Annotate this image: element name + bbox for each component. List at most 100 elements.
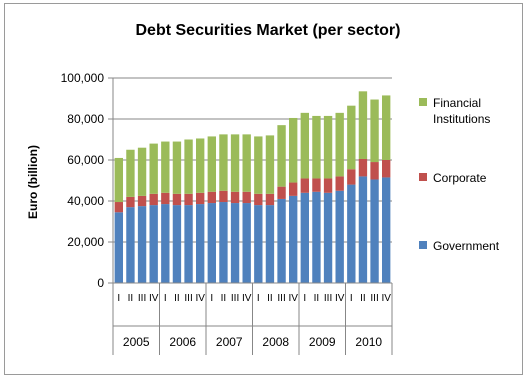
quarter-label: III xyxy=(370,293,378,304)
bar-financial-institutions xyxy=(137,147,147,196)
bar-financial-institutions xyxy=(358,91,368,159)
chart-frame xyxy=(4,3,523,375)
bar-financial-institutions xyxy=(219,134,228,191)
chart-title: Debt Securities Market (per sector) xyxy=(136,22,401,39)
year-label: 2007 xyxy=(216,335,243,349)
bar-government xyxy=(114,212,123,283)
bar-financial-institutions xyxy=(196,138,205,193)
bar-financial-institutions xyxy=(207,136,216,192)
bar-government xyxy=(358,176,368,283)
bar-financial-institutions xyxy=(242,134,251,192)
bar-government xyxy=(382,177,391,283)
bar-government xyxy=(347,184,356,283)
quarter-label: I xyxy=(303,293,306,304)
bar-corporate xyxy=(312,178,321,192)
quarter-label: I xyxy=(164,293,167,304)
bar-government xyxy=(323,192,333,283)
bar-government xyxy=(289,195,298,283)
bar-corporate xyxy=(137,195,147,207)
bar-corporate xyxy=(347,169,356,185)
legend-label-government: Government xyxy=(433,239,500,253)
bar-corporate xyxy=(289,182,298,196)
bar-financial-institutions xyxy=(230,134,240,192)
y-axis-label: Euro (billion) xyxy=(26,145,40,219)
bar-corporate xyxy=(265,193,275,206)
legend-swatch-corporate xyxy=(419,173,427,181)
bar-corporate xyxy=(277,186,286,199)
year-label: 2006 xyxy=(169,335,196,349)
legend-label-corporate: Corporate xyxy=(433,171,487,185)
bar-government xyxy=(126,207,135,283)
bar-corporate xyxy=(196,192,205,205)
bar-financial-institutions xyxy=(335,112,344,177)
bar-government xyxy=(149,205,158,283)
bar-corporate xyxy=(370,162,379,180)
bar-corporate xyxy=(219,190,228,203)
bar-financial-institutions xyxy=(161,141,170,193)
bar-government xyxy=(370,179,379,283)
quarter-label: I xyxy=(117,293,120,304)
quarter-label: II xyxy=(174,293,180,304)
bar-corporate xyxy=(358,158,368,177)
bar-financial-institutions xyxy=(347,105,356,170)
quarter-label: I xyxy=(350,293,353,304)
bar-financial-institutions xyxy=(126,149,135,197)
bar-government xyxy=(207,203,216,283)
bar-corporate xyxy=(114,202,123,213)
bar-financial-institutions xyxy=(265,135,275,194)
y-tick-label: 60,000 xyxy=(67,153,104,167)
quarter-label: III xyxy=(324,293,332,304)
quarter-label: IV xyxy=(288,293,298,304)
bar-corporate xyxy=(207,191,216,204)
quarter-label: III xyxy=(138,293,146,304)
gridlines xyxy=(113,77,392,243)
legend-swatch-financial-institutions xyxy=(419,98,427,106)
bars xyxy=(114,91,391,283)
quarter-label: I xyxy=(210,293,213,304)
y-tick-label: 0 xyxy=(97,276,104,290)
legend-label-financial-institutions: Financial Institutions xyxy=(433,96,490,126)
bar-government xyxy=(172,205,182,283)
quarter-label: III xyxy=(184,293,192,304)
bar-government xyxy=(312,191,321,283)
bar-government xyxy=(300,192,309,283)
bar-corporate xyxy=(172,193,182,206)
bar-financial-institutions xyxy=(114,157,123,203)
bar-corporate xyxy=(254,193,263,206)
bar-corporate xyxy=(300,178,309,193)
bar-government xyxy=(277,198,286,283)
quarter-label: II xyxy=(267,293,273,304)
y-tick-label: 20,000 xyxy=(67,235,104,249)
bar-government xyxy=(196,204,205,283)
bar-financial-institutions xyxy=(149,143,158,194)
quarter-label: II xyxy=(221,293,227,304)
bar-government xyxy=(184,205,193,283)
quarter-label: I xyxy=(257,293,260,304)
y-tick-label: 80,000 xyxy=(67,112,104,126)
quarter-label: III xyxy=(231,293,239,304)
bar-financial-institutions xyxy=(370,99,379,163)
bar-government xyxy=(335,190,344,283)
year-label: 2008 xyxy=(262,335,289,349)
bar-government xyxy=(137,206,147,283)
legend-swatch-government xyxy=(419,241,427,249)
bar-government xyxy=(265,205,275,283)
bar-financial-institutions xyxy=(184,139,193,194)
quarter-label: II xyxy=(314,293,320,304)
bar-financial-institutions xyxy=(172,141,182,194)
bar-financial-institutions xyxy=(300,112,309,179)
bar-corporate xyxy=(323,178,333,193)
y-tick-label: 100,000 xyxy=(61,71,105,85)
legend: Financial Institutions Corporate Government xyxy=(419,96,500,253)
year-label: 2009 xyxy=(309,335,336,349)
bar-government xyxy=(254,205,263,283)
quarter-label: IV xyxy=(381,293,391,304)
quarter-label: II xyxy=(360,293,366,304)
quarter-label: IV xyxy=(149,293,159,304)
bar-corporate xyxy=(184,193,193,206)
bar-corporate xyxy=(126,196,135,208)
bar-corporate xyxy=(230,191,240,204)
bar-government xyxy=(161,204,170,283)
